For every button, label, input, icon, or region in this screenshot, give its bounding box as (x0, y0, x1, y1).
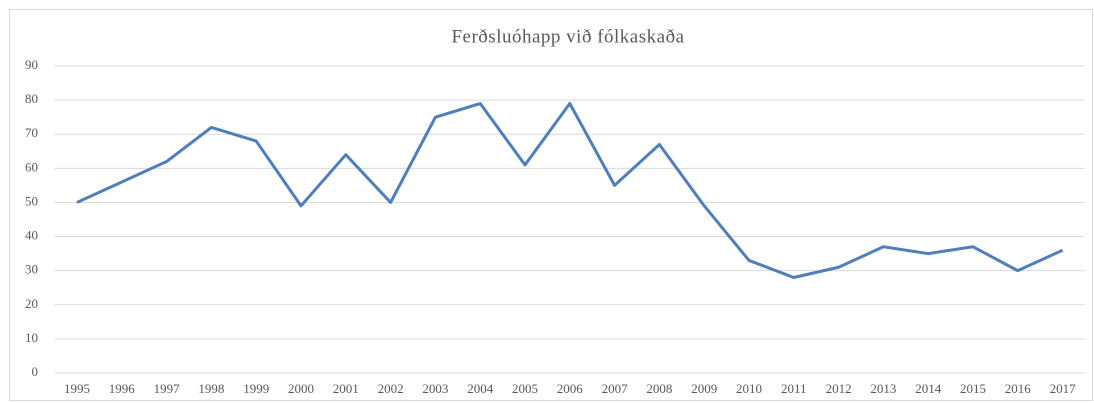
y-tick-label: 50 (25, 193, 38, 208)
x-tick-label: 1995 (64, 381, 90, 396)
y-tick-label: 10 (25, 330, 38, 345)
x-tick-label: 2006 (557, 381, 584, 396)
y-tick-label: 70 (25, 125, 38, 140)
x-tick-label: 2015 (960, 381, 986, 396)
x-tick-label: 2009 (691, 381, 717, 396)
chart-border (9, 9, 1093, 401)
x-tick-label: 2004 (467, 381, 494, 396)
x-tick-label: 2014 (915, 381, 942, 396)
y-tick-label: 0 (32, 364, 39, 379)
x-tick-label: 1997 (154, 381, 181, 396)
x-tick-label: 2016 (1005, 381, 1032, 396)
x-tick-label: 2000 (288, 381, 314, 396)
x-tick-label: 2007 (602, 381, 629, 396)
y-tick-label: 30 (25, 262, 38, 277)
y-tick-label: 60 (25, 159, 38, 174)
x-tick-label: 2008 (646, 381, 672, 396)
x-tick-label: 2001 (333, 381, 359, 396)
x-tick-label: 1998 (198, 381, 224, 396)
y-tick-label: 90 (25, 57, 38, 72)
x-tick-label: 1996 (109, 381, 136, 396)
y-tick-label: 20 (25, 296, 38, 311)
chart-title: Ferðsluóhapp við fólkaskaða (451, 26, 684, 47)
line-series (76, 102, 1064, 279)
x-tick-label: 2017 (1050, 381, 1077, 396)
x-tick-label: 1999 (243, 381, 269, 396)
y-tick-label: 40 (25, 228, 38, 243)
x-tick-label: 2003 (422, 381, 448, 396)
x-tick-label: 2002 (378, 381, 404, 396)
x-tick-label: 2012 (826, 381, 852, 396)
x-tick-label: 2011 (781, 381, 807, 396)
x-tick-label: 2010 (736, 381, 762, 396)
y-tick-label: 80 (25, 91, 38, 106)
x-tick-label: 2013 (870, 381, 896, 396)
x-tick-label: 2005 (512, 381, 538, 396)
